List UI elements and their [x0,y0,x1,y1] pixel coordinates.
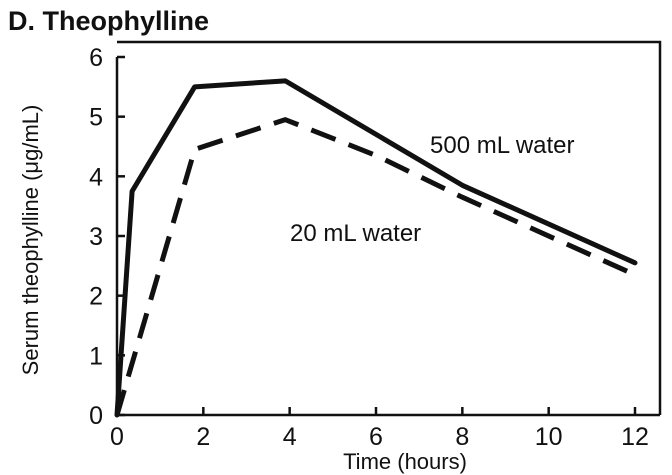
series-labels: 500 mL water 20 mL water [290,132,575,247]
x-tick-label: 6 [369,423,383,451]
y-tick-label: 5 [89,104,103,132]
data-series [114,78,638,418]
chart-title: D. Theophylline [8,6,209,36]
axis-frame-top-right [117,40,662,415]
x-tick-label: 0 [110,423,124,451]
y-tick-label: 6 [89,44,103,72]
x-axis-title: Time (hours) [343,449,467,474]
y-axis-title: Serum theophylline (μg/mL) [18,105,43,376]
x-tick-label: 12 [621,423,649,451]
y-tick-label: 3 [89,223,103,251]
series-500ml-line [114,78,638,418]
y-tick-label: 4 [89,163,103,191]
series-label-500ml: 500 mL water [430,132,575,159]
x-tick-label: 8 [455,423,469,451]
x-tick-label: 4 [283,423,297,451]
series-20ml-line [114,117,637,416]
y-tick-label: 2 [89,283,103,311]
series-label-20ml: 20 mL water [290,220,421,247]
x-tick-label: 2 [196,423,210,451]
x-tick-label: 10 [535,423,563,451]
y-tick-label: 1 [89,342,103,370]
y-tick-label: 0 [89,402,103,430]
